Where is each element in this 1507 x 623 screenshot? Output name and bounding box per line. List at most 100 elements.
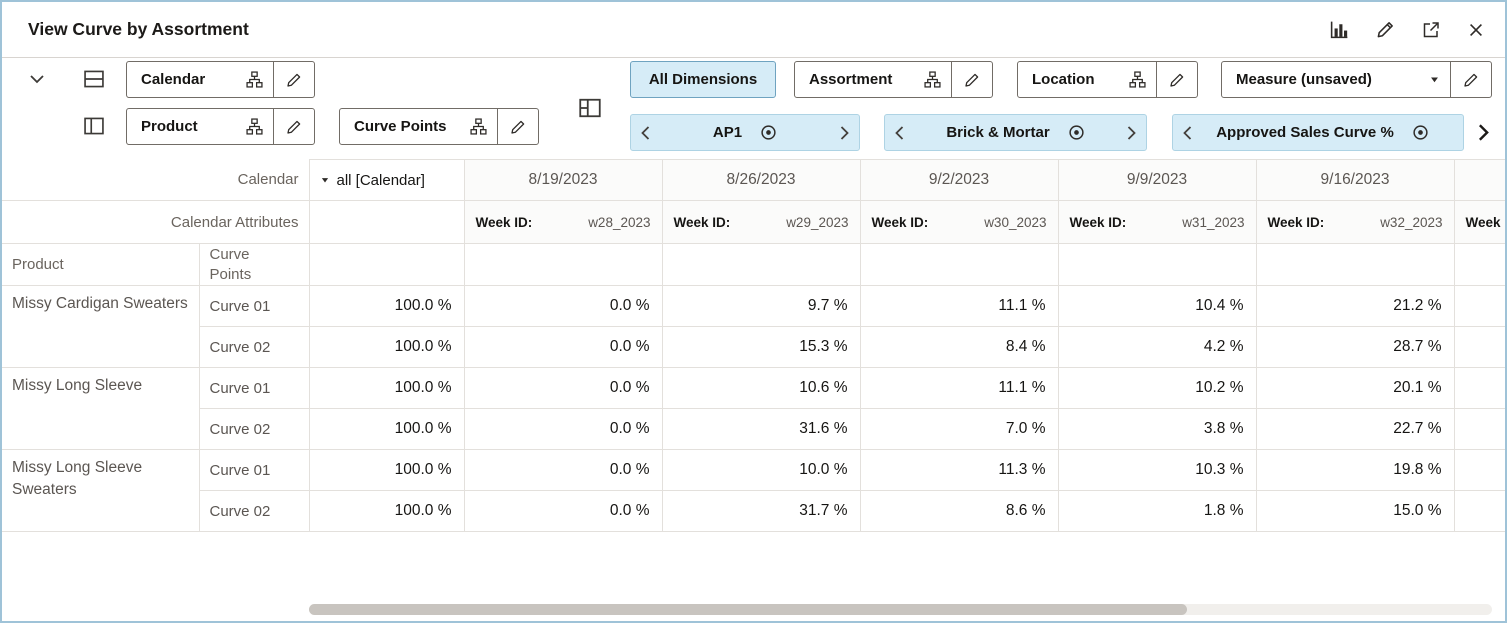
curve-row-header[interactable]: Curve 02 [199,408,310,450]
curve-points-column-header[interactable]: Curve Points [199,243,310,286]
grid-cell[interactable]: 100.0 % [309,285,465,327]
open-window-icon[interactable] [1421,20,1441,40]
empty-cell [1058,243,1257,286]
target-icon[interactable] [1068,124,1085,141]
grid-cell[interactable]: 3.8 % [1058,408,1257,450]
pencil-icon[interactable] [274,72,314,88]
grid-cell[interactable]: 8.4 % [860,326,1059,368]
grid-cell[interactable]: 20.1 % [1256,367,1455,409]
chevron-left-icon[interactable] [641,125,650,140]
close-icon[interactable] [1467,21,1485,39]
chevron-left-icon[interactable] [895,125,904,140]
horizontal-scrollbar-track[interactable] [309,604,1492,615]
empty-cell [1256,243,1455,286]
curve-row-header[interactable]: Curve 01 [199,449,310,491]
grid-cell[interactable]: 1.8 % [1058,490,1257,532]
location-tile[interactable]: Location [1017,61,1198,98]
grid-cell[interactable]: 10.0 % [662,449,861,491]
layout-icon[interactable] [576,94,604,122]
row-axis-icon[interactable] [80,65,108,93]
product-row-header[interactable]: Missy Long Sleeve Sweaters [2,449,200,532]
grid-cell[interactable]: 0.0 % [464,408,663,450]
grid-cell[interactable]: 4.2 % [1058,326,1257,368]
grid-cell[interactable]: 100.0 % [309,490,465,532]
column-header-date-partial [1454,159,1505,201]
scroll-right-chevron-icon[interactable] [1466,114,1500,151]
chevron-left-icon[interactable] [1183,125,1192,140]
column-header-date[interactable]: 9/9/2023 [1058,159,1257,201]
edit-icon[interactable] [1376,20,1395,39]
hierarchy-icon[interactable] [924,71,941,88]
collapse-chevron-icon[interactable] [24,66,50,92]
hierarchy-icon[interactable] [246,71,263,88]
grid-cell[interactable]: 7.0 % [860,408,1059,450]
grid-cell[interactable]: 100.0 % [309,326,465,368]
grid-cell[interactable]: 19.8 % [1256,449,1455,491]
grid-cell[interactable]: 9.7 % [662,285,861,327]
pencil-icon[interactable] [274,119,314,135]
week-id-cell: Week ID: w32_2023 [1256,200,1455,244]
grid-cell[interactable]: 10.4 % [1058,285,1257,327]
grid-cell[interactable]: 8.6 % [860,490,1059,532]
grid-cell[interactable]: 11.1 % [860,367,1059,409]
grid-cell[interactable]: 0.0 % [464,449,663,491]
grid-cell[interactable]: 31.6 % [662,408,861,450]
grid-cell[interactable]: 100.0 % [309,449,465,491]
grid-cell[interactable]: 10.3 % [1058,449,1257,491]
grid-cell[interactable]: 0.0 % [464,326,663,368]
grid-cell[interactable]: 10.6 % [662,367,861,409]
chart-icon[interactable] [1329,19,1350,40]
column-header-date[interactable]: 8/19/2023 [464,159,663,201]
product-tile[interactable]: Product [126,108,315,145]
grid-cell[interactable]: 100.0 % [309,367,465,409]
grid-cell[interactable]: 0.0 % [464,367,663,409]
grid-cell[interactable]: 10.2 % [1058,367,1257,409]
grid-cell[interactable]: 100.0 % [309,408,465,450]
pencil-icon[interactable] [1157,72,1197,88]
grid-cell[interactable]: 15.0 % [1256,490,1455,532]
horizontal-scrollbar-thumb[interactable] [309,604,1187,615]
grid-cell[interactable]: 11.3 % [860,449,1059,491]
grid-cell-partial [1454,367,1505,409]
curve-row-header[interactable]: Curve 02 [199,490,310,532]
grid-cell[interactable]: 28.7 % [1256,326,1455,368]
product-column-header[interactable]: Product [2,243,200,286]
column-header-date[interactable]: 8/26/2023 [662,159,861,201]
product-row-header[interactable]: Missy Long Sleeve [2,367,200,450]
grid-cell[interactable]: 21.2 % [1256,285,1455,327]
table-row: Missy Long Sleeve Curve 01 100.0 % 0.0 %… [2,367,1505,450]
empty-cell [1454,243,1505,286]
curve-points-tile[interactable]: Curve Points [339,108,539,145]
column-header-date[interactable]: 9/16/2023 [1256,159,1455,201]
week-id-cell: Week ID: w30_2023 [860,200,1059,244]
target-icon[interactable] [760,124,777,141]
pencil-icon[interactable] [952,72,992,88]
column-header-date[interactable]: 9/2/2023 [860,159,1059,201]
column-axis-icon[interactable] [80,112,108,140]
measure-tile[interactable]: Measure (unsaved) [1221,61,1492,98]
grid-cell[interactable]: 15.3 % [662,326,861,368]
hierarchy-icon[interactable] [470,118,487,135]
week-id-value: w32_2023 [1380,214,1443,230]
dropdown-caret-icon[interactable] [1429,74,1440,85]
calendar-level-selector[interactable]: all [Calendar] [309,159,465,201]
all-dimensions-button[interactable]: All Dimensions [630,61,776,98]
curve-row-header[interactable]: Curve 01 [199,285,310,327]
grid-cell[interactable]: 22.7 % [1256,408,1455,450]
assortment-tile[interactable]: Assortment [794,61,993,98]
pencil-icon[interactable] [498,119,538,135]
calendar-tile[interactable]: Calendar [126,61,315,98]
grid-cell[interactable]: 0.0 % [464,285,663,327]
hierarchy-icon[interactable] [1129,71,1146,88]
product-row-header[interactable]: Missy Cardigan Sweaters [2,285,200,368]
grid-cell[interactable]: 31.7 % [662,490,861,532]
chevron-right-icon[interactable] [1127,125,1136,140]
hierarchy-icon[interactable] [246,118,263,135]
target-icon[interactable] [1412,124,1429,141]
pencil-icon[interactable] [1451,72,1491,88]
curve-row-header[interactable]: Curve 01 [199,367,310,409]
curve-row-header[interactable]: Curve 02 [199,326,310,368]
grid-cell[interactable]: 0.0 % [464,490,663,532]
grid-cell[interactable]: 11.1 % [860,285,1059,327]
chevron-right-icon[interactable] [840,125,849,140]
